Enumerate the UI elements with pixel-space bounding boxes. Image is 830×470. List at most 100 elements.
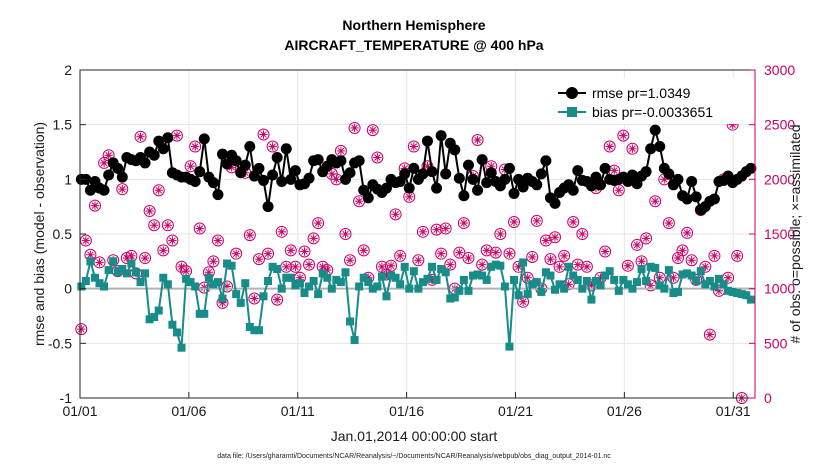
bias-point (100, 282, 109, 291)
rmse-point (285, 173, 297, 185)
asterisk-stroke (164, 221, 172, 229)
asterisk-stroke (91, 202, 99, 209)
obs-possible-marker (88, 199, 101, 212)
rmse-point (112, 162, 124, 174)
y-tick-label: 1.5 (53, 117, 73, 133)
bias-point (336, 278, 345, 287)
obs-possible-marker (271, 293, 284, 306)
obs-assimilated-marker (473, 135, 482, 145)
rmse-point (139, 157, 151, 169)
chart-subtitle: AIRCRAFT_TEMPERATURE @ 400 hPa (284, 37, 543, 53)
bias-point (596, 281, 605, 290)
obs-possible-marker (148, 219, 161, 232)
asterisk-stroke (319, 263, 327, 271)
obs-possible-marker (116, 183, 129, 196)
bias-point (619, 275, 628, 284)
obs-possible-marker (134, 130, 147, 143)
rmse-point (458, 190, 470, 202)
rmse-point (417, 168, 429, 180)
asterisk-stroke (442, 225, 449, 232)
obs-assimilated-marker (195, 224, 204, 233)
obs-assimilated-marker (291, 262, 300, 271)
obs-possible-marker (207, 255, 220, 268)
bias-point (332, 275, 341, 284)
bias-point (746, 295, 755, 304)
bias-point (382, 292, 391, 301)
bias-point (742, 291, 751, 300)
obs-assimilated-marker (213, 236, 223, 245)
obs-possible-marker (621, 259, 634, 272)
bias-point (159, 273, 168, 282)
asterisk-stroke (556, 263, 563, 271)
bias-point (601, 271, 610, 280)
obs-assimilated-marker (145, 206, 154, 216)
obs-assimilated-marker (345, 256, 355, 265)
asterisk-stroke (301, 248, 308, 255)
bias-point (582, 277, 591, 286)
obs-assimilated-marker (441, 224, 450, 233)
bias-point (541, 268, 550, 277)
bias-point (737, 290, 746, 299)
obs-possible-marker (166, 234, 179, 247)
asterisk-stroke (396, 252, 404, 260)
obs-assimilated-marker (377, 262, 387, 271)
bias-point (86, 257, 95, 266)
rmse-point (462, 159, 474, 171)
legend-bias-marker (567, 107, 577, 117)
rmse-point (595, 179, 607, 191)
bias-point (482, 275, 491, 284)
bias-point (104, 266, 113, 275)
rmse-point (503, 162, 515, 174)
bias-point (232, 290, 241, 299)
asterisk-stroke (465, 254, 472, 262)
bias-point (505, 342, 514, 351)
obs-possible-marker (699, 260, 712, 273)
obs-possible-marker (494, 228, 507, 240)
asterisk-stroke (610, 167, 618, 174)
obs-assimilated-marker (268, 142, 277, 151)
rmse-point (276, 176, 288, 188)
obs-assimilated-marker (651, 197, 660, 206)
asterisk-stroke (629, 145, 636, 153)
asterisk-stroke (369, 126, 377, 134)
bias-point (305, 282, 314, 291)
obs-possible-marker (312, 217, 325, 230)
asterisk-stroke (497, 230, 504, 238)
obs-possible-marker (389, 208, 402, 221)
obs-assimilated-marker (518, 297, 528, 306)
obs-possible-marker (457, 217, 470, 230)
rmse-point (148, 149, 160, 161)
bias-point (318, 269, 327, 278)
legend: rmse pr=1.0349 bias pr=-0.0033651 (550, 78, 748, 124)
bias-point (687, 271, 696, 280)
x-tick-label: 01/21 (498, 403, 533, 419)
rmse-point (745, 162, 757, 174)
obs-possible-marker (266, 140, 279, 153)
obs-assimilated-marker (277, 227, 286, 237)
asterisk-stroke (292, 263, 299, 271)
obs-possible-marker (252, 253, 265, 266)
obs-possible-marker (517, 295, 530, 308)
rmse-point (572, 165, 584, 177)
bias-point (245, 322, 254, 331)
x-tick-label: 01/06 (171, 403, 206, 419)
bias-point (209, 280, 218, 289)
chart-title: Northern Hemisphere (342, 17, 485, 33)
obs-assimilated-marker (541, 236, 551, 245)
obs-possible-marker (275, 225, 288, 238)
bias-series (77, 257, 755, 352)
rmse-point (207, 177, 219, 189)
bias-point (564, 262, 573, 271)
asterisk-stroke (264, 250, 272, 257)
obs-assimilated-marker (186, 162, 195, 171)
asterisk-stroke (551, 233, 559, 241)
asterisk-stroke (415, 256, 422, 264)
rmse-point (408, 162, 420, 174)
legend-bias-label: bias pr=-0.0033651 (592, 104, 713, 120)
y-axis-right: 0 500 1000 1500 2000 2500 3000 (749, 62, 795, 406)
obs-assimilated-marker (436, 249, 446, 258)
asterisk-stroke (351, 124, 358, 132)
asterisk-stroke (169, 237, 176, 244)
rmse-point (257, 174, 269, 186)
obs-possible-marker (262, 247, 275, 260)
